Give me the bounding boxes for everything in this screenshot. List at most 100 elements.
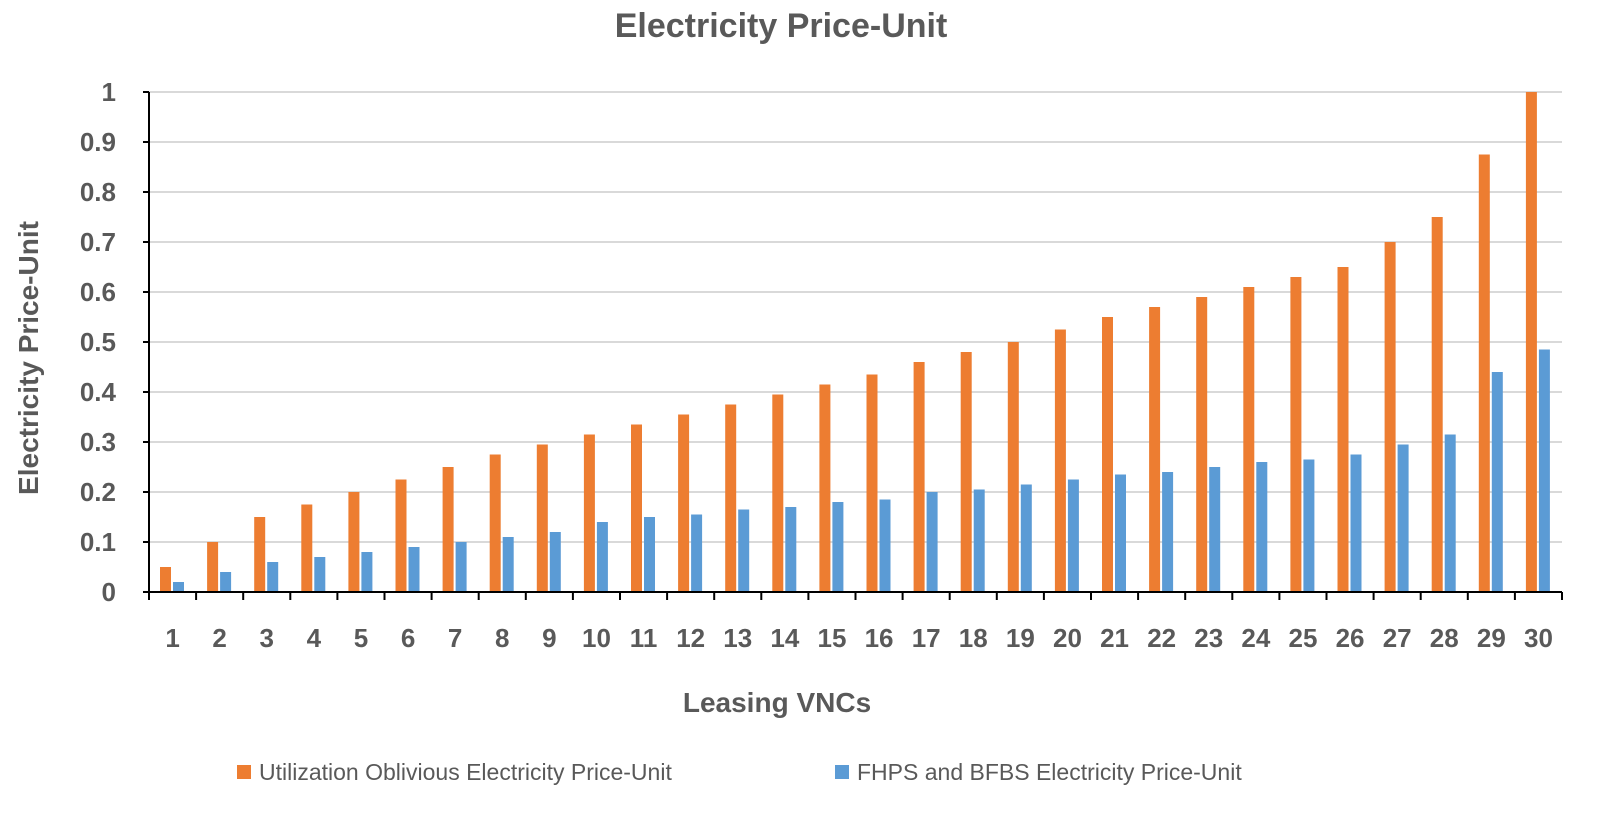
bar — [1538, 349, 1550, 592]
bar — [1149, 307, 1161, 592]
bar — [1102, 317, 1113, 592]
bar — [395, 479, 407, 592]
bar — [926, 492, 938, 592]
bar — [1290, 277, 1302, 592]
bar — [442, 467, 454, 592]
x-tick-label: 20 — [1053, 623, 1082, 653]
legend: Utilization Oblivious Electricity Price-… — [237, 759, 1242, 785]
bar — [1243, 287, 1255, 592]
y-tick-label: 0.3 — [80, 427, 116, 457]
y-tick-label: 0.6 — [80, 277, 116, 307]
bar — [536, 444, 548, 592]
x-tick-label: 26 — [1336, 623, 1365, 653]
x-tick-label: 13 — [723, 623, 752, 653]
x-tick-label: 22 — [1147, 623, 1176, 653]
y-tick-label: 0.8 — [80, 177, 116, 207]
bar — [738, 509, 750, 592]
x-axis-label: Leasing VNCs — [683, 687, 871, 718]
x-tick-label: 10 — [582, 623, 611, 653]
bar — [160, 567, 171, 592]
y-tick-label: 0.4 — [80, 377, 117, 407]
x-tick-label: 17 — [912, 623, 941, 653]
bar — [1397, 444, 1409, 592]
y-tick-label: 1 — [102, 77, 116, 107]
bar — [1007, 342, 1019, 592]
x-tick-label: 18 — [959, 623, 988, 653]
bar — [879, 499, 891, 592]
gridlines — [149, 91, 1562, 543]
bars — [160, 92, 1550, 592]
chart-title: Electricity Price-Unit — [615, 7, 948, 45]
bar — [1525, 92, 1537, 592]
y-tick-label: 0.1 — [80, 527, 116, 557]
legend-swatch-fhps-bfbs — [835, 765, 849, 779]
bar — [314, 557, 326, 592]
x-tick-label: 1 — [165, 623, 179, 653]
bar — [596, 522, 608, 592]
bar — [1256, 462, 1268, 592]
bar — [644, 517, 655, 592]
bar — [1337, 267, 1349, 592]
legend-swatch-utilization — [237, 765, 251, 779]
bar — [631, 424, 642, 592]
bar — [220, 572, 232, 592]
bar — [408, 547, 420, 592]
x-tick-label: 9 — [542, 623, 556, 653]
bar — [1067, 479, 1079, 592]
bar — [549, 532, 561, 592]
bar — [455, 542, 467, 592]
y-tick-label: 0.2 — [80, 477, 116, 507]
bar — [1303, 459, 1315, 592]
x-tick-label: 25 — [1288, 623, 1317, 653]
bar — [207, 542, 219, 592]
bar — [960, 352, 972, 592]
x-tick-label: 4 — [307, 623, 322, 653]
bar — [832, 502, 844, 592]
bar — [583, 434, 595, 592]
y-axis-label: Electricity Price-Unit — [13, 221, 44, 495]
bar — [1162, 472, 1174, 592]
x-tick-label: 11 — [630, 623, 658, 653]
bar — [678, 414, 690, 592]
bar — [785, 507, 797, 592]
bar — [502, 537, 514, 592]
bar — [1020, 484, 1032, 592]
x-tick-label: 28 — [1430, 623, 1459, 653]
bar — [691, 514, 703, 592]
y-tick-label: 0 — [102, 577, 116, 607]
x-tick-label: 27 — [1383, 623, 1412, 653]
x-tick-label: 2 — [212, 623, 226, 653]
x-tick-label: 14 — [770, 623, 799, 653]
bar — [254, 517, 266, 592]
bar — [1444, 434, 1456, 592]
bar — [973, 489, 985, 592]
x-tick-label: 7 — [448, 623, 462, 653]
bar — [1478, 154, 1490, 592]
bar — [1209, 467, 1221, 592]
x-tick-label: 3 — [260, 623, 274, 653]
bar — [1054, 329, 1066, 592]
x-tick-label: 5 — [354, 623, 368, 653]
x-tick-label: 23 — [1194, 623, 1223, 653]
bar — [1196, 297, 1208, 592]
bar — [725, 404, 737, 592]
bar — [301, 504, 313, 592]
x-tick-label: 16 — [865, 623, 894, 653]
bar — [348, 492, 360, 592]
x-tick-label: 15 — [817, 623, 846, 653]
axes — [143, 91, 1563, 600]
y-tick-label: 0.7 — [80, 227, 116, 257]
x-tick-label: 6 — [401, 623, 415, 653]
bar — [1350, 454, 1362, 592]
bar — [866, 374, 878, 592]
bar — [913, 362, 925, 592]
bar — [173, 582, 184, 592]
tick-labels: 00.10.20.30.40.50.60.70.80.911 2 3 4 5 6 7 8 9 10… — [80, 77, 1553, 653]
x-tick-label: 24 — [1241, 623, 1270, 653]
legend-label-fhps-bfbs: FHPS and BFBS Electricity Price-Unit — [857, 759, 1242, 785]
bar — [361, 552, 373, 592]
bar — [819, 384, 831, 592]
bar — [1115, 474, 1126, 592]
